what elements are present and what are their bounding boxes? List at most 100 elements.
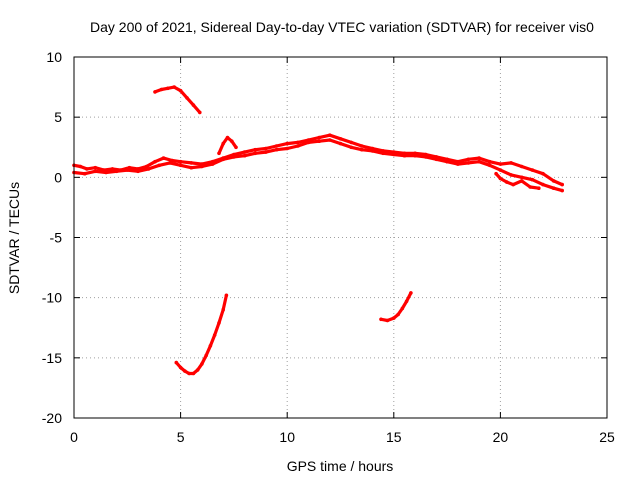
data-point (200, 362, 204, 366)
data-point (104, 170, 108, 175)
data-point (170, 158, 174, 163)
data-point (114, 169, 119, 174)
x-axis-label: GPS time / hours (287, 458, 394, 474)
data-point (191, 371, 196, 376)
data-point (82, 171, 87, 176)
data-point (498, 176, 503, 181)
x-tick-label: 25 (599, 429, 615, 445)
data-point (487, 159, 492, 164)
data-point (509, 173, 513, 177)
data-point (338, 141, 343, 146)
data-point (498, 168, 503, 172)
x-tick-label: 20 (493, 429, 509, 445)
data-point (487, 163, 492, 168)
data-point (93, 165, 98, 170)
data-point (456, 162, 460, 166)
data-point (306, 140, 311, 145)
data-point (242, 150, 247, 154)
data-point (317, 139, 322, 143)
data-point (125, 168, 130, 172)
data-point (153, 159, 157, 164)
x-tick-label: 10 (279, 429, 295, 445)
data-point (445, 159, 449, 164)
data-point (551, 186, 556, 190)
data-point (285, 141, 290, 146)
gridlines (74, 57, 607, 418)
data-point (285, 146, 290, 151)
data-point (274, 144, 279, 148)
x-tick-label: 5 (177, 429, 185, 445)
data-point (159, 87, 164, 92)
data-point (537, 186, 541, 190)
data-point (392, 152, 396, 157)
data-point (221, 141, 225, 146)
plot-frame (73, 56, 608, 419)
data-point (370, 149, 375, 153)
data-point (198, 110, 202, 115)
data-point (551, 179, 556, 183)
y-axis-label: SDTVAR / TECUs (6, 182, 22, 294)
data-point (409, 291, 413, 295)
data-point (225, 135, 230, 140)
data-point (85, 167, 89, 171)
data-point (379, 317, 383, 322)
data-point (402, 153, 407, 158)
data-point (264, 150, 268, 154)
data-point (400, 306, 405, 311)
data-point (230, 139, 234, 143)
y-tick-label: -20 (42, 410, 62, 426)
data-point (530, 177, 535, 182)
y-tick-label: -10 (42, 290, 62, 306)
x-tick-label: 15 (386, 429, 402, 445)
data-point (178, 365, 183, 370)
data-point (204, 353, 208, 358)
data-point (296, 140, 300, 145)
data-point (328, 138, 332, 142)
data-point (466, 157, 471, 162)
data-point (195, 368, 200, 372)
data-point (498, 162, 503, 166)
data-point (127, 165, 132, 170)
data-point (212, 333, 217, 337)
data-point (519, 179, 524, 183)
data-point (110, 167, 115, 171)
data-point (224, 293, 229, 298)
y-tick-label: 0 (54, 169, 62, 185)
data-point (253, 151, 257, 156)
data-point (338, 137, 343, 141)
data-point (328, 133, 332, 137)
data-point (187, 371, 191, 376)
data-point (264, 146, 268, 151)
data-point (560, 188, 564, 193)
data-point (146, 167, 151, 171)
data-point (509, 161, 513, 165)
data-point (317, 135, 322, 140)
data-point (208, 344, 213, 348)
data-point (392, 316, 396, 320)
y-tick-label: -15 (42, 350, 62, 366)
data-point (424, 155, 428, 159)
data-point (136, 169, 140, 174)
data-point (189, 161, 194, 165)
data-point (434, 157, 439, 162)
y-tick-label: 10 (46, 49, 62, 65)
data-point (174, 360, 179, 365)
data-point (172, 85, 176, 89)
data-point (144, 164, 149, 169)
data-point (217, 151, 221, 156)
x-tick-label: 0 (70, 429, 78, 445)
y-tick-label: 5 (54, 109, 62, 125)
chart-title: Day 200 of 2021, Sidereal Day-to-day VTE… (90, 19, 594, 35)
data-point (168, 161, 172, 165)
data-point (396, 312, 400, 317)
data-point (477, 156, 481, 160)
series-lower-arc-right (379, 291, 413, 323)
data-point (234, 145, 238, 150)
data-point (541, 171, 545, 176)
data-point (221, 307, 225, 312)
data-point (253, 147, 257, 152)
data-point (349, 145, 354, 150)
data-point (232, 155, 236, 159)
data-point (530, 168, 535, 172)
